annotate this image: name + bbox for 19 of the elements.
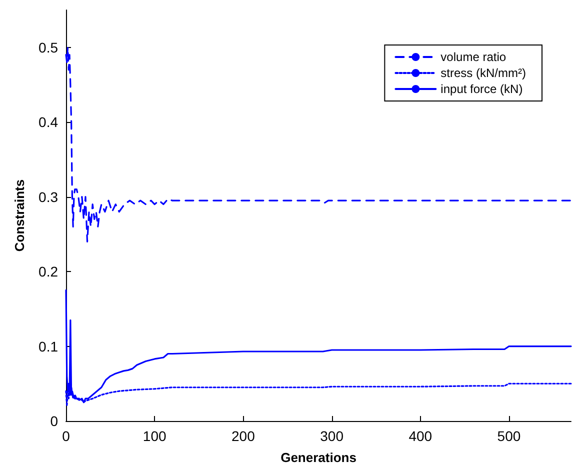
- y-axis-title: Constraints: [12, 179, 27, 252]
- legend-label: input force (kN): [440, 82, 523, 96]
- x-tick-label: 0: [62, 428, 70, 444]
- y-tick-label: 0.1: [38, 338, 58, 354]
- x-tick-label: 300: [320, 428, 344, 444]
- x-tick-label: 200: [232, 428, 256, 444]
- x-tick-label: 500: [497, 428, 521, 444]
- y-tick-label: 0: [50, 413, 58, 429]
- y-tick-label: 0.4: [38, 114, 58, 130]
- x-axis-title: Generations: [280, 450, 356, 465]
- y-tick-label: 0.5: [38, 39, 58, 56]
- legend-label: stress (kN/mm²): [440, 66, 526, 80]
- x-tick-label: 400: [408, 428, 432, 444]
- y-tick-label: 0.3: [38, 188, 58, 205]
- line-series: [65, 289, 572, 404]
- line-series: [65, 46, 572, 242]
- x-tick-label: 100: [142, 428, 166, 444]
- legend-label: volume ratio: [440, 50, 506, 64]
- y-tick-label: 0.2: [38, 264, 58, 280]
